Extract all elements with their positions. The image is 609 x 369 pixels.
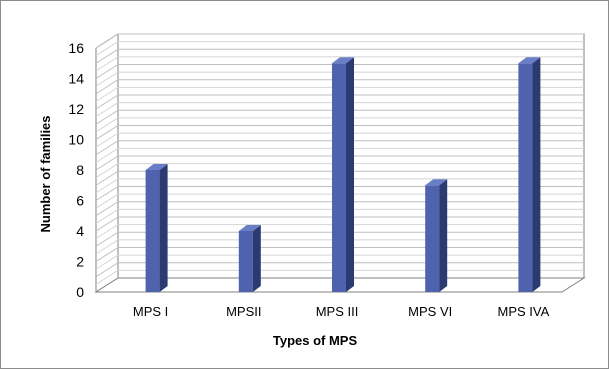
x-tick-label: MPS III bbox=[316, 304, 359, 319]
gridline-side-minor bbox=[95, 193, 119, 209]
bar-side bbox=[532, 57, 541, 292]
y-tick-label: 14 bbox=[68, 71, 84, 87]
bar-mps-i bbox=[145, 164, 168, 292]
gridline-side bbox=[95, 262, 119, 278]
gridline-side bbox=[95, 231, 119, 247]
gridline-side bbox=[95, 170, 119, 186]
gridline-side bbox=[95, 48, 119, 64]
bar-front bbox=[518, 63, 533, 292]
bar-side bbox=[252, 225, 261, 292]
x-tick-label: MPS VI bbox=[408, 304, 452, 319]
x-tick-label: MPS IVA bbox=[498, 304, 550, 319]
y-tick-label: 10 bbox=[68, 132, 84, 148]
y-tick-label: 0 bbox=[76, 284, 84, 300]
gridline-side bbox=[95, 247, 119, 262]
bar-front bbox=[238, 231, 253, 292]
bar-side bbox=[346, 57, 354, 292]
y-tick-label: 6 bbox=[76, 193, 84, 209]
y-tick-label: 4 bbox=[76, 223, 84, 239]
y-tick-label: 12 bbox=[68, 101, 84, 117]
gridline-side-minor bbox=[95, 132, 119, 148]
gridline-side-minor bbox=[95, 269, 119, 285]
bar-top bbox=[238, 225, 261, 231]
gridline-side-minor bbox=[95, 147, 119, 163]
gridline-side bbox=[95, 64, 119, 79]
bar-side bbox=[159, 164, 168, 292]
gridline-side-minor bbox=[95, 178, 119, 194]
gridline-side bbox=[95, 216, 119, 232]
bar-front bbox=[145, 170, 160, 292]
gridline-side bbox=[95, 125, 119, 140]
bar-top bbox=[332, 57, 354, 64]
x-tick-label: MPSII bbox=[226, 304, 261, 319]
gridline-side-minor bbox=[95, 41, 119, 57]
bar-top bbox=[518, 57, 541, 64]
gridline-side-minor bbox=[95, 208, 119, 224]
bar-mps-iii bbox=[332, 57, 354, 292]
gridline-side-minor bbox=[95, 254, 119, 270]
gridline-side bbox=[95, 186, 119, 201]
y-axis-ticks: 0 2 4 6 8 10 12 14 16 bbox=[68, 40, 84, 300]
gridline-side bbox=[95, 155, 119, 171]
x-axis-ticks: MPS I MPSII MPS III MPS VI MPS IVA bbox=[133, 304, 550, 319]
bar-side bbox=[439, 179, 448, 292]
bars bbox=[145, 57, 541, 292]
gridline-side-minor bbox=[95, 56, 119, 72]
y-tick-label: 2 bbox=[76, 254, 84, 270]
gridline-side-minor bbox=[95, 163, 119, 179]
y-tick-label: 8 bbox=[76, 162, 84, 178]
x-axis-title: Types of MPS bbox=[273, 333, 358, 348]
gridline-side-minor bbox=[95, 86, 119, 102]
gridline-side bbox=[95, 201, 119, 217]
bar-top bbox=[425, 179, 448, 186]
bar-mpsii bbox=[238, 225, 261, 292]
x-tick-label: MPS I bbox=[133, 304, 168, 319]
bar-mps-iva bbox=[518, 57, 541, 292]
bar-front bbox=[425, 185, 440, 292]
gridline-side-minor bbox=[95, 117, 119, 133]
gridline-side bbox=[95, 79, 119, 95]
gridline-side-minor bbox=[95, 102, 119, 118]
bar-top bbox=[145, 164, 168, 170]
bar-front bbox=[332, 63, 346, 292]
bar-mps-vi bbox=[425, 179, 448, 292]
gridline-side bbox=[95, 140, 119, 156]
gridline-side-minor bbox=[95, 224, 119, 240]
y-axis-title: Number of families bbox=[38, 115, 53, 232]
y-tick-label: 16 bbox=[68, 40, 84, 56]
gridline-side bbox=[95, 109, 119, 125]
gridline-side-minor bbox=[95, 71, 119, 87]
gridline-side bbox=[95, 94, 119, 110]
gridline-side bbox=[95, 33, 119, 49]
gridline-side-minor bbox=[95, 239, 119, 255]
